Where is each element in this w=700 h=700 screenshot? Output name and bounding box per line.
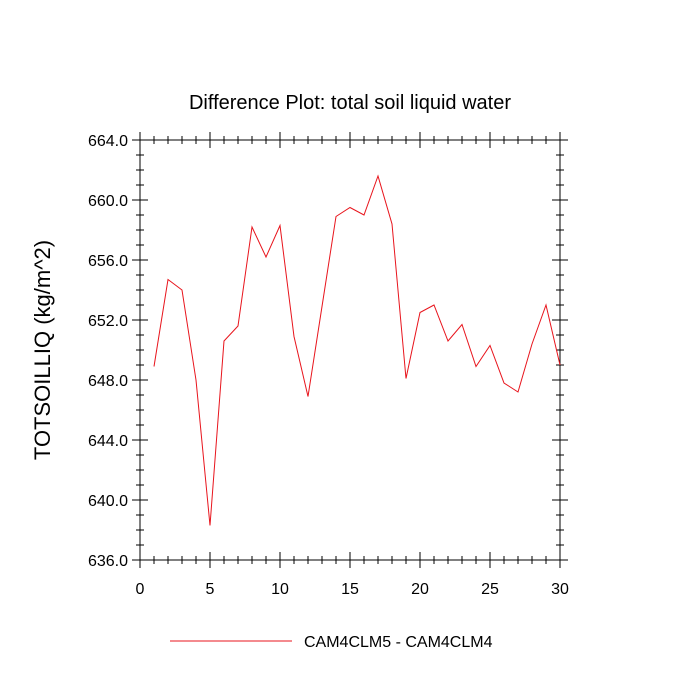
y-axis-label: TOTSOILLIQ (kg/m^2) [30, 240, 55, 460]
axis-ticks [132, 132, 568, 568]
x-tick-label: 5 [206, 581, 215, 598]
x-tick-label: 10 [271, 581, 289, 598]
x-tick-label: 25 [481, 581, 499, 598]
x-tick-label: 0 [136, 581, 145, 598]
y-tick-label: 636.0 [88, 553, 128, 570]
x-tick-label: 15 [341, 581, 359, 598]
y-tick-label: 652.0 [88, 313, 128, 330]
legend-label: CAM4CLM5 - CAM4CLM4 [304, 634, 493, 651]
chart-title: Difference Plot: total soil liquid water [189, 92, 511, 114]
y-tick-label: 664.0 [88, 133, 128, 150]
series-line-cam4clm5-minus-cam4clm4 [153, 174, 561, 526]
legend: CAM4CLM5 - CAM4CLM4 [170, 634, 493, 651]
x-tick-label: 20 [411, 581, 429, 598]
y-tick-label: 644.0 [88, 433, 128, 450]
tick-labels: 0 5 10 15 20 25 30 636.0 640.0 644.0 648.0 652.0 656… [88, 133, 569, 598]
y-tick-label: 640.0 [88, 493, 128, 510]
x-tick-label: 30 [551, 581, 569, 598]
plot-frame [139, 139, 561, 561]
y-tick-label: 656.0 [88, 253, 128, 270]
y-tick-label: 648.0 [88, 373, 128, 390]
y-tick-label: 660.0 [88, 193, 128, 210]
